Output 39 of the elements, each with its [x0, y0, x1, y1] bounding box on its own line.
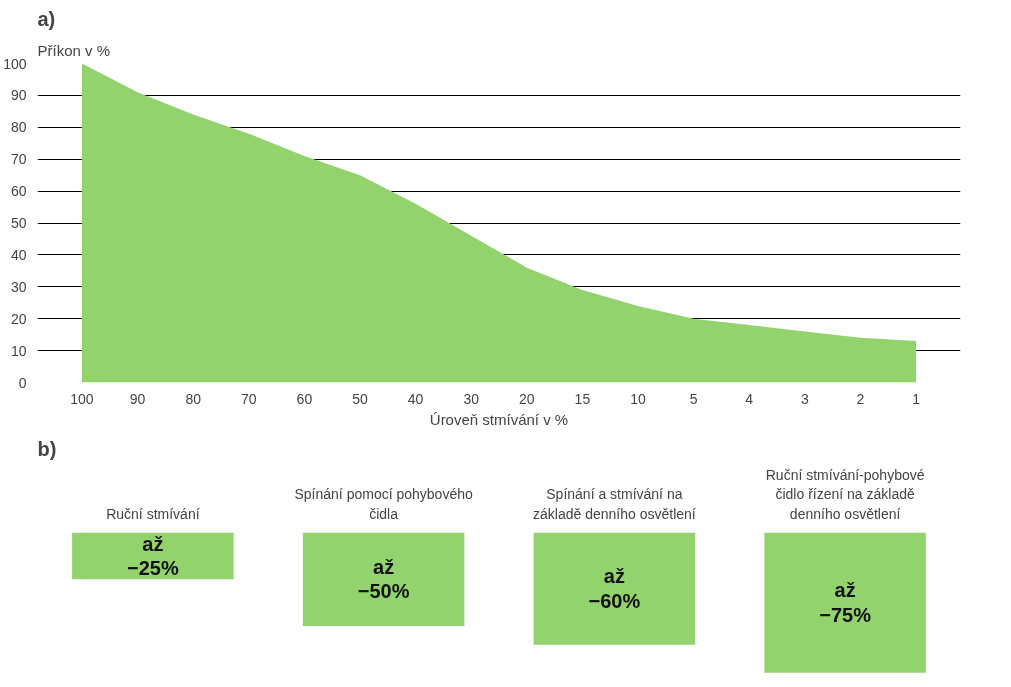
- x-tick-label: Ruční stmívání: [106, 505, 200, 522]
- y-tick-label: 0: [18, 374, 27, 391]
- x-tick-label: 40: [407, 390, 424, 407]
- y-tick-label: 100: [3, 55, 27, 72]
- y-tick-label: 10: [10, 342, 27, 359]
- x-tick-label: Spínání a stmívání na základě denního osvětlení: [533, 486, 696, 522]
- x-tick-label: 90: [129, 390, 146, 407]
- x-tick-label: 50: [352, 390, 368, 407]
- x-tick-label: 10: [630, 390, 647, 407]
- data-label: až −75%: [819, 579, 872, 626]
- x-tick-label: 15: [574, 390, 591, 407]
- x-tick-label: 1: [912, 390, 921, 407]
- x-tick-label: Ruční stmívání-pohybové čidlo řízení na základě denního osvětlení: [765, 467, 925, 522]
- x-tick-label: 2: [856, 390, 865, 407]
- y-tick-label: 50: [10, 215, 27, 231]
- x-tick-label: Spínání pomocí pohybového čidla: [294, 486, 473, 522]
- chart-title: b): [37, 437, 57, 460]
- x-tick-label: 60: [296, 390, 313, 407]
- x-axis-title: Úroveň stmívání v %: [429, 410, 569, 428]
- x-tick-label: 4: [745, 390, 754, 407]
- x-tick-label: 70: [241, 390, 257, 407]
- y-tick-label: 80: [10, 119, 27, 136]
- data-label: až −60%: [588, 565, 641, 612]
- y-tick-label: 70: [10, 151, 27, 168]
- x-tick-label: 20: [519, 390, 535, 407]
- y-tick-label: 60: [10, 183, 27, 200]
- x-tick-label: 3: [800, 390, 809, 407]
- x-tick-label: 30: [463, 390, 480, 407]
- data-label: až −25%: [127, 532, 179, 579]
- y-axis-title: Příkon v %: [37, 41, 111, 59]
- x-tick-label: 100: [70, 390, 94, 407]
- x-tick-label: 80: [185, 390, 202, 407]
- y-tick-label: 20: [10, 310, 27, 327]
- y-tick-label: 90: [10, 87, 27, 104]
- x-tick-label: 5: [689, 390, 698, 407]
- data-label: až −50%: [357, 556, 410, 603]
- chart-title: a): [37, 7, 56, 30]
- y-tick-label: 30: [10, 278, 27, 295]
- y-tick-label: 40: [10, 246, 27, 263]
